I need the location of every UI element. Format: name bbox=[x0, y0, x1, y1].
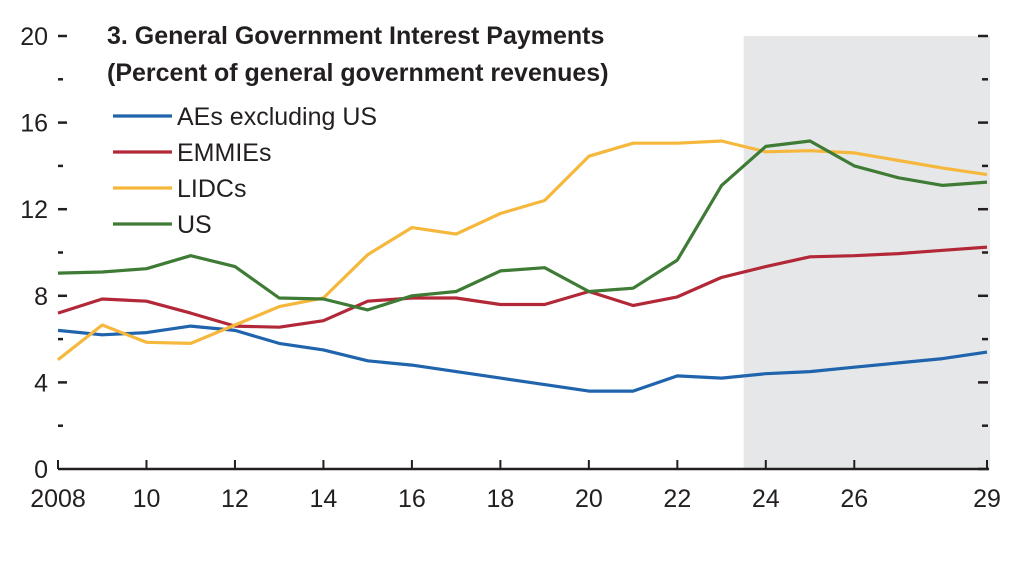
series-line-aes-excluding-us bbox=[57, 324, 988, 393]
x-tick-label: 22 bbox=[663, 485, 691, 513]
x-tick-label: 18 bbox=[486, 485, 514, 513]
legend-label-us: US bbox=[177, 211, 212, 239]
series-line-us bbox=[57, 139, 988, 312]
x-tick-label: 14 bbox=[310, 485, 338, 513]
x-tick-label: 16 bbox=[398, 485, 426, 513]
y-tick-label: 12 bbox=[20, 196, 48, 224]
legend: AEs excluding US EMMIEs LIDCs US bbox=[113, 103, 377, 239]
x-tick-label: 12 bbox=[221, 485, 249, 513]
y-tick-label: 8 bbox=[34, 283, 48, 311]
x-tick-label: 10 bbox=[133, 485, 161, 513]
series-line-emmies bbox=[57, 245, 988, 329]
projection-shaded-region bbox=[743, 36, 990, 469]
x-tick-label: 26 bbox=[840, 485, 868, 513]
legend-label-aes-excluding-us: AEs excluding US bbox=[177, 103, 377, 131]
axes-layer: 2008 10 12 14 16 18 20 22 24 26 29 0 4 8 12 16 20 bbox=[20, 23, 1001, 513]
x-tick-label: 20 bbox=[575, 485, 603, 513]
legend-label-lidcs: LIDCs bbox=[177, 175, 246, 203]
x-tick-label: 29 bbox=[973, 485, 1001, 513]
y-tick-label: 0 bbox=[34, 456, 48, 484]
legend-label-emmies: EMMIEs bbox=[177, 139, 271, 167]
x-tick-label: 2008 bbox=[30, 485, 86, 513]
x-tick-label: 24 bbox=[752, 485, 780, 513]
y-tick-label: 4 bbox=[34, 369, 48, 397]
series-layer bbox=[57, 139, 988, 393]
y-tick-label: 20 bbox=[20, 23, 48, 51]
chart-title: 3. General Government Interest Payments bbox=[107, 22, 604, 50]
y-tick-label: 16 bbox=[20, 110, 48, 138]
chart-subtitle: (Percent of general government revenues) bbox=[107, 59, 609, 87]
